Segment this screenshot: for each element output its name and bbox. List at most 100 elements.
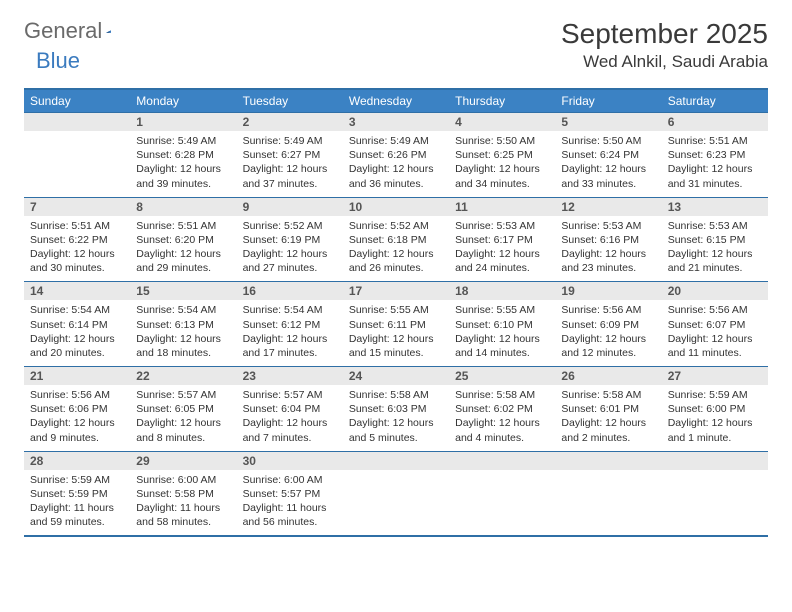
- day-number: [449, 452, 555, 470]
- sunrise-text: Sunrise: 5:53 AM: [455, 219, 549, 233]
- sunset-text: Sunset: 6:10 PM: [455, 318, 549, 332]
- sunset-text: Sunset: 6:11 PM: [349, 318, 443, 332]
- day-cell: 2Sunrise: 5:49 AMSunset: 6:27 PMDaylight…: [237, 113, 343, 198]
- day-cell: 28Sunrise: 5:59 AMSunset: 5:59 PMDayligh…: [24, 451, 130, 536]
- day-body: Sunrise: 5:49 AMSunset: 6:27 PMDaylight:…: [237, 131, 343, 197]
- daylight-text: Daylight: 12 hours and 20 minutes.: [30, 332, 124, 360]
- daylight-text: Daylight: 11 hours and 56 minutes.: [243, 501, 337, 529]
- day-body: Sunrise: 5:50 AMSunset: 6:24 PMDaylight:…: [555, 131, 661, 197]
- daylight-text: Daylight: 12 hours and 14 minutes.: [455, 332, 549, 360]
- daylight-text: Daylight: 12 hours and 17 minutes.: [243, 332, 337, 360]
- daylight-text: Daylight: 12 hours and 29 minutes.: [136, 247, 230, 275]
- day-cell: 17Sunrise: 5:55 AMSunset: 6:11 PMDayligh…: [343, 282, 449, 367]
- day-body: [555, 470, 661, 528]
- col-thu: Thursday: [449, 89, 555, 113]
- daylight-text: Daylight: 12 hours and 27 minutes.: [243, 247, 337, 275]
- col-sun: Sunday: [24, 89, 130, 113]
- day-cell: [449, 451, 555, 536]
- sunset-text: Sunset: 6:05 PM: [136, 402, 230, 416]
- sunset-text: Sunset: 6:27 PM: [243, 148, 337, 162]
- day-body: Sunrise: 5:54 AMSunset: 6:13 PMDaylight:…: [130, 300, 236, 366]
- day-cell: 22Sunrise: 5:57 AMSunset: 6:05 PMDayligh…: [130, 367, 236, 452]
- sunset-text: Sunset: 6:20 PM: [136, 233, 230, 247]
- sunset-text: Sunset: 6:02 PM: [455, 402, 549, 416]
- day-body: Sunrise: 5:57 AMSunset: 6:05 PMDaylight:…: [130, 385, 236, 451]
- daylight-text: Daylight: 12 hours and 33 minutes.: [561, 162, 655, 190]
- day-body: [662, 470, 768, 528]
- daylight-text: Daylight: 11 hours and 58 minutes.: [136, 501, 230, 529]
- day-body: Sunrise: 5:52 AMSunset: 6:19 PMDaylight:…: [237, 216, 343, 282]
- sunrise-text: Sunrise: 5:57 AM: [243, 388, 337, 402]
- sunrise-text: Sunrise: 5:53 AM: [561, 219, 655, 233]
- sunset-text: Sunset: 6:04 PM: [243, 402, 337, 416]
- day-body: Sunrise: 6:00 AMSunset: 5:57 PMDaylight:…: [237, 470, 343, 536]
- col-tue: Tuesday: [237, 89, 343, 113]
- day-cell: 30Sunrise: 6:00 AMSunset: 5:57 PMDayligh…: [237, 451, 343, 536]
- day-number: [555, 452, 661, 470]
- day-cell: 24Sunrise: 5:58 AMSunset: 6:03 PMDayligh…: [343, 367, 449, 452]
- day-cell: 1Sunrise: 5:49 AMSunset: 6:28 PMDaylight…: [130, 113, 236, 198]
- daylight-text: Daylight: 12 hours and 15 minutes.: [349, 332, 443, 360]
- location: Wed Alnkil, Saudi Arabia: [561, 52, 768, 72]
- week-row: 28Sunrise: 5:59 AMSunset: 5:59 PMDayligh…: [24, 451, 768, 536]
- day-cell: 21Sunrise: 5:56 AMSunset: 6:06 PMDayligh…: [24, 367, 130, 452]
- day-number: 8: [130, 198, 236, 216]
- day-body: Sunrise: 5:56 AMSunset: 6:06 PMDaylight:…: [24, 385, 130, 451]
- sunset-text: Sunset: 6:01 PM: [561, 402, 655, 416]
- day-cell: 25Sunrise: 5:58 AMSunset: 6:02 PMDayligh…: [449, 367, 555, 452]
- day-number: 2: [237, 113, 343, 131]
- day-number: 26: [555, 367, 661, 385]
- day-number: 18: [449, 282, 555, 300]
- sunrise-text: Sunrise: 5:50 AM: [561, 134, 655, 148]
- daylight-text: Daylight: 12 hours and 11 minutes.: [668, 332, 762, 360]
- day-cell: 20Sunrise: 5:56 AMSunset: 6:07 PMDayligh…: [662, 282, 768, 367]
- title-block: September 2025 Wed Alnkil, Saudi Arabia: [561, 18, 768, 72]
- day-number: 6: [662, 113, 768, 131]
- week-row: 1Sunrise: 5:49 AMSunset: 6:28 PMDaylight…: [24, 113, 768, 198]
- daylight-text: Daylight: 12 hours and 24 minutes.: [455, 247, 549, 275]
- day-body: Sunrise: 5:56 AMSunset: 6:09 PMDaylight:…: [555, 300, 661, 366]
- day-body: Sunrise: 5:54 AMSunset: 6:12 PMDaylight:…: [237, 300, 343, 366]
- sunrise-text: Sunrise: 5:51 AM: [136, 219, 230, 233]
- day-number: 25: [449, 367, 555, 385]
- day-cell: 16Sunrise: 5:54 AMSunset: 6:12 PMDayligh…: [237, 282, 343, 367]
- day-cell: 3Sunrise: 5:49 AMSunset: 6:26 PMDaylight…: [343, 113, 449, 198]
- day-number: 16: [237, 282, 343, 300]
- day-number: 15: [130, 282, 236, 300]
- sunset-text: Sunset: 6:07 PM: [668, 318, 762, 332]
- daylight-text: Daylight: 12 hours and 9 minutes.: [30, 416, 124, 444]
- sunrise-text: Sunrise: 5:54 AM: [30, 303, 124, 317]
- sunset-text: Sunset: 6:13 PM: [136, 318, 230, 332]
- day-number: 12: [555, 198, 661, 216]
- day-cell: 18Sunrise: 5:55 AMSunset: 6:10 PMDayligh…: [449, 282, 555, 367]
- daylight-text: Daylight: 12 hours and 23 minutes.: [561, 247, 655, 275]
- sunset-text: Sunset: 6:28 PM: [136, 148, 230, 162]
- sunset-text: Sunset: 6:12 PM: [243, 318, 337, 332]
- sunrise-text: Sunrise: 5:49 AM: [136, 134, 230, 148]
- day-cell: [343, 451, 449, 536]
- day-cell: 10Sunrise: 5:52 AMSunset: 6:18 PMDayligh…: [343, 197, 449, 282]
- day-number: 14: [24, 282, 130, 300]
- sunrise-text: Sunrise: 5:58 AM: [349, 388, 443, 402]
- daylight-text: Daylight: 12 hours and 21 minutes.: [668, 247, 762, 275]
- daylight-text: Daylight: 12 hours and 5 minutes.: [349, 416, 443, 444]
- sunset-text: Sunset: 6:22 PM: [30, 233, 124, 247]
- day-cell: [555, 451, 661, 536]
- logo-mark-icon: [106, 21, 111, 41]
- day-body: Sunrise: 5:51 AMSunset: 6:20 PMDaylight:…: [130, 216, 236, 282]
- day-cell: 11Sunrise: 5:53 AMSunset: 6:17 PMDayligh…: [449, 197, 555, 282]
- sunset-text: Sunset: 6:17 PM: [455, 233, 549, 247]
- day-cell: 8Sunrise: 5:51 AMSunset: 6:20 PMDaylight…: [130, 197, 236, 282]
- daylight-text: Daylight: 12 hours and 18 minutes.: [136, 332, 230, 360]
- day-body: Sunrise: 5:51 AMSunset: 6:22 PMDaylight:…: [24, 216, 130, 282]
- sunrise-text: Sunrise: 5:59 AM: [668, 388, 762, 402]
- day-number: 19: [555, 282, 661, 300]
- daylight-text: Daylight: 12 hours and 4 minutes.: [455, 416, 549, 444]
- sunrise-text: Sunrise: 6:00 AM: [243, 473, 337, 487]
- day-body: Sunrise: 5:53 AMSunset: 6:15 PMDaylight:…: [662, 216, 768, 282]
- day-number: 7: [24, 198, 130, 216]
- day-body: Sunrise: 5:49 AMSunset: 6:28 PMDaylight:…: [130, 131, 236, 197]
- day-body: Sunrise: 5:59 AMSunset: 6:00 PMDaylight:…: [662, 385, 768, 451]
- day-body: Sunrise: 5:59 AMSunset: 5:59 PMDaylight:…: [24, 470, 130, 536]
- day-number: 1: [130, 113, 236, 131]
